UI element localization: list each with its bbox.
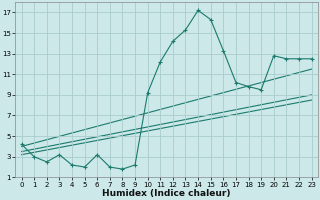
X-axis label: Humidex (Indice chaleur): Humidex (Indice chaleur) [102,189,231,198]
